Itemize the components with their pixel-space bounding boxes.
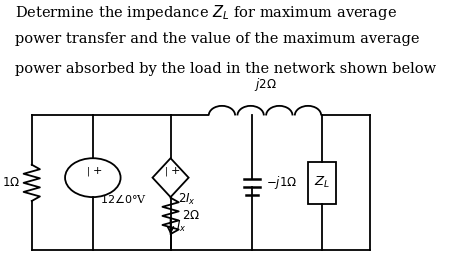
Text: $j2\Omega$: $j2\Omega$ xyxy=(253,77,276,94)
Text: $2\Omega$: $2\Omega$ xyxy=(182,209,201,222)
Bar xyxy=(308,162,336,204)
Text: power transfer and the value of the maximum average: power transfer and the value of the maxi… xyxy=(15,32,420,46)
Text: $Z_L$: $Z_L$ xyxy=(314,175,330,190)
Polygon shape xyxy=(152,158,189,197)
Text: $1\Omega$: $1\Omega$ xyxy=(2,176,20,189)
Text: $-j1\Omega$: $-j1\Omega$ xyxy=(266,174,297,191)
Text: |: | xyxy=(87,166,90,176)
Text: $2I_x$: $2I_x$ xyxy=(178,192,196,207)
Text: |: | xyxy=(165,166,168,176)
Text: +: + xyxy=(92,166,102,176)
Text: Determine the impedance $Z_L$ for maximum average: Determine the impedance $Z_L$ for maximu… xyxy=(15,3,397,22)
Text: $12\angle0°$V: $12\angle0°$V xyxy=(100,192,147,205)
Text: power absorbed by the load in the network shown below: power absorbed by the load in the networ… xyxy=(15,62,436,76)
Text: +: + xyxy=(170,166,180,176)
Text: $I_x$: $I_x$ xyxy=(176,219,187,234)
